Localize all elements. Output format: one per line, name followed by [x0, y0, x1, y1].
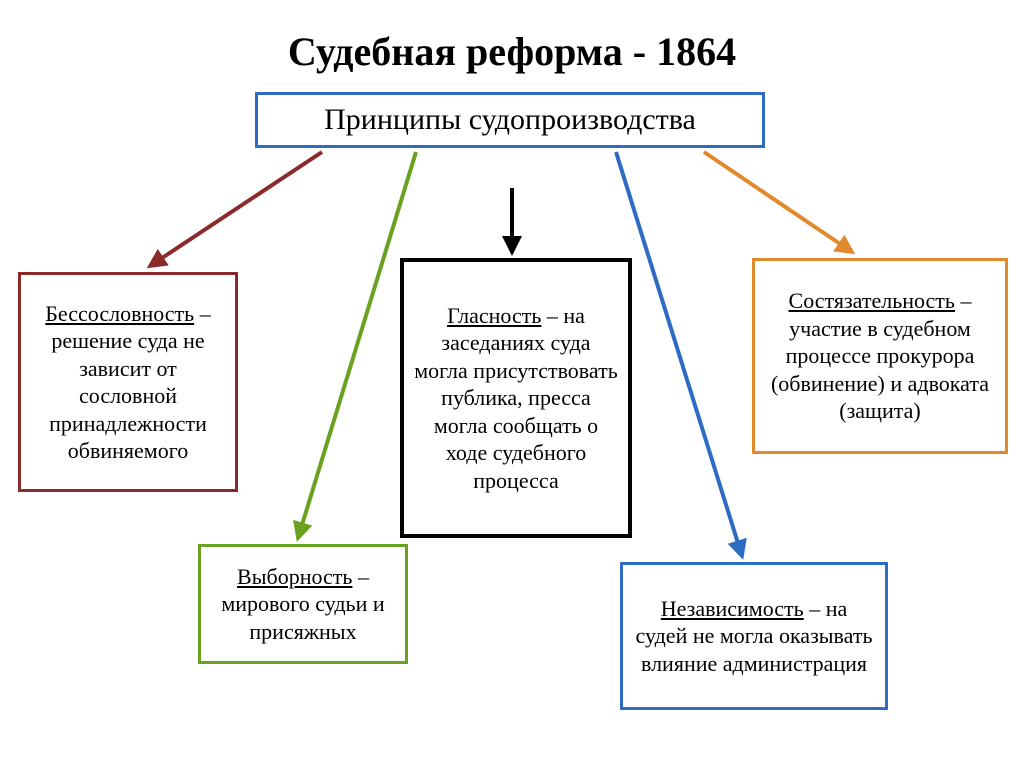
box-key: Состязательность: [789, 288, 955, 313]
diagram-title: Судебная реформа - 1864: [0, 28, 1024, 75]
central-box: Принципы судопроизводства: [255, 92, 765, 148]
box-key: Бессословность: [45, 301, 194, 326]
box-sostyazatelnost: Состязательность – участие в судебном пр…: [752, 258, 1008, 454]
box-key: Независимость: [661, 596, 804, 621]
diagram-canvas: Судебная реформа - 1864 Принципы судопро…: [0, 0, 1024, 767]
box-bessoslovnost: Бессословность – решение суда не зависит…: [18, 272, 238, 492]
box-key: Выборность: [237, 564, 352, 589]
box-vybornost: Выборность – мирового судьи и присяжных: [198, 544, 408, 664]
box-nezavisimost: Независимость – на судей не могла оказыв…: [620, 562, 888, 710]
box-key: Гласность: [447, 303, 541, 328]
box-glasnost: Гласность – на заседаниях суда могла при…: [400, 258, 632, 538]
box-rest: – на заседаниях суда могла присутствоват…: [414, 303, 618, 493]
central-box-text: Принципы судопроизводства: [324, 101, 696, 139]
